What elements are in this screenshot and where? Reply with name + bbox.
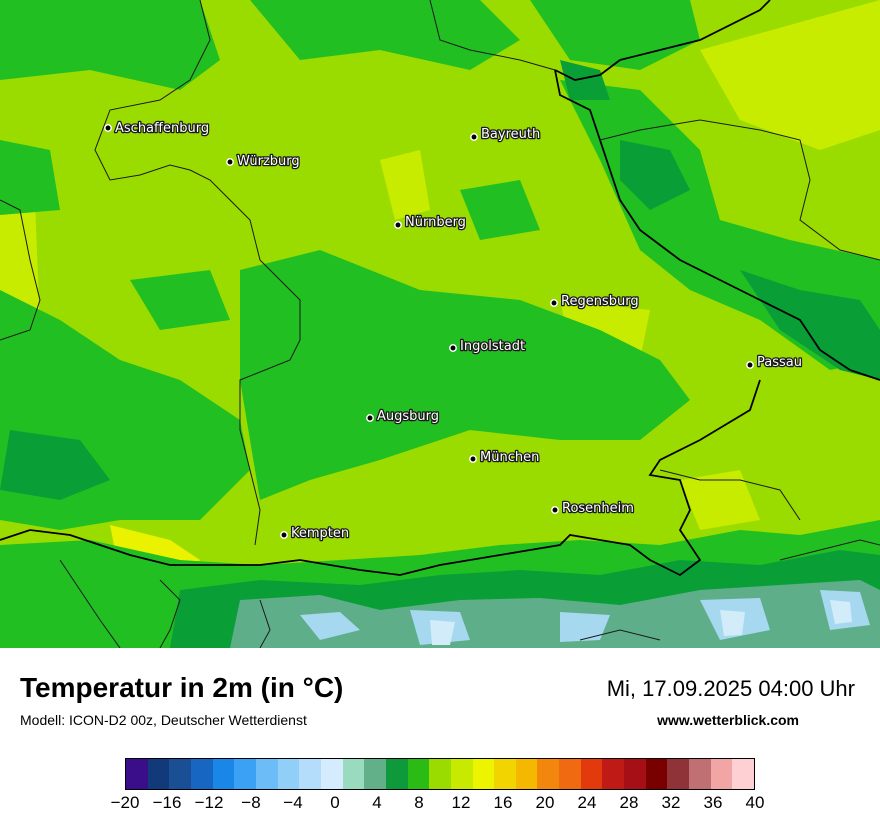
- model-info: Modell: ICON-D2 00z, Deutscher Wetterdie…: [20, 712, 307, 728]
- colorbar-segment: [732, 759, 755, 789]
- colorbar-segment: [385, 759, 408, 789]
- colorbar-segment: [580, 759, 603, 789]
- colorbar-segment: [602, 759, 625, 789]
- colorbar-segment: [364, 759, 386, 789]
- colorbar-segment: [494, 759, 516, 789]
- colorbar-tick-label: 36: [703, 793, 723, 812]
- svg-text:Regensburg: Regensburg: [561, 294, 639, 309]
- colorbar-segment: [645, 759, 668, 789]
- colorbar-segment: [169, 759, 191, 789]
- colorbar-segment: [212, 759, 235, 789]
- colorbar-ticks: −20 −16 −12 −8 −4 0 4 8 12 16 20 24 28 32 36 40: [0, 793, 880, 823]
- colorbar-tick-label: −16: [152, 793, 182, 812]
- forecast-datetime: Mi, 17.09.2025 04:00 Uhr: [606, 676, 855, 701]
- svg-text:Nürnberg: Nürnberg: [405, 215, 466, 230]
- svg-text:Bayreuth: Bayreuth: [481, 127, 540, 142]
- city-muenchen: München: [469, 449, 541, 466]
- city-wuerzburg: Würzburg: [226, 153, 301, 170]
- city-nuernberg: Nürnberg: [394, 214, 467, 231]
- colorbar-segment: [190, 759, 213, 789]
- colorbar-tick-label: 8: [414, 793, 424, 812]
- svg-text:Passau: Passau: [757, 355, 802, 370]
- colorbar-tick-label: 40: [745, 793, 765, 812]
- svg-text:Würzburg: Würzburg: [237, 154, 300, 169]
- map-title: Temperatur in 2m (in °C): [20, 672, 344, 703]
- colorbar-segment: [537, 759, 560, 789]
- colorbar-segment: [407, 759, 430, 789]
- colorbar-segment: [450, 759, 473, 789]
- country-borders: [0, 0, 880, 577]
- city-regensburg: Regensburg: [550, 293, 640, 310]
- colorbar-segment: [515, 759, 538, 789]
- city-augsburg: Augsburg: [366, 408, 440, 425]
- city-rosenheim: Rosenheim: [551, 500, 635, 517]
- colorbar-segment: [147, 759, 170, 789]
- temperature-map: Aschaffenburg Bayreuth Würzburg Nürnberg…: [0, 0, 880, 648]
- colorbar-segment: [342, 759, 365, 789]
- svg-text:Augsburg: Augsburg: [377, 409, 439, 424]
- colorbar-tick-label: −20: [110, 793, 140, 812]
- alpine-region: [0, 520, 880, 648]
- city-ingolstadt: Ingolstadt: [449, 338, 526, 355]
- colorbar-tick-label: 0: [330, 793, 340, 812]
- colorbar-segment: [320, 759, 343, 789]
- colorbar-tick-label: 32: [661, 793, 681, 812]
- darker-temperature-areas: [0, 60, 880, 500]
- svg-text:Aschaffenburg: Aschaffenburg: [115, 121, 209, 136]
- colorbar-segment: [710, 759, 733, 789]
- colorbar-tick-label: 28: [619, 793, 639, 812]
- colorbar-tick-label: −12: [194, 793, 224, 812]
- temperature-colorbar: [125, 758, 755, 790]
- colorbar-segment: [689, 759, 711, 789]
- colorbar-segment: [667, 759, 690, 789]
- colorbar-segment: [126, 759, 148, 789]
- colorbar-tick-label: 12: [451, 793, 471, 812]
- map-footer: Temperatur in 2m (in °C) Modell: ICON-D2…: [0, 648, 880, 830]
- colorbar-segment: [624, 759, 646, 789]
- city-aschaffenburg: Aschaffenburg: [104, 120, 210, 137]
- colorbar-tick-label: 4: [372, 793, 382, 812]
- colorbar-segment: [255, 759, 278, 789]
- colorbar-tick-label: 16: [493, 793, 513, 812]
- colorbar-segment: [277, 759, 300, 789]
- svg-text:Rosenheim: Rosenheim: [562, 501, 634, 516]
- colorbar-segment: [234, 759, 256, 789]
- colorbar-tick-label: −4: [283, 793, 303, 812]
- colorbar-segment: [559, 759, 581, 789]
- light-temperature-areas: [0, 0, 880, 530]
- map-canvas: Aschaffenburg Bayreuth Würzburg Nürnberg…: [0, 0, 880, 648]
- svg-text:München: München: [480, 450, 539, 465]
- colorbar-segment: [472, 759, 495, 789]
- svg-text:Ingolstadt: Ingolstadt: [460, 339, 525, 354]
- colorbar-tick-label: 24: [577, 793, 597, 812]
- colorbar-tick-label: 20: [535, 793, 555, 812]
- city-passau: Passau: [746, 354, 803, 371]
- colorbar-tick-label: −8: [241, 793, 261, 812]
- colorbar-segment: [299, 759, 321, 789]
- colorbar-segment: [429, 759, 451, 789]
- svg-text:Kempten: Kempten: [291, 526, 349, 541]
- city-kempten: Kempten: [280, 525, 350, 542]
- website-link[interactable]: www.wetterblick.com: [657, 712, 799, 728]
- city-bayreuth: Bayreuth: [470, 126, 542, 143]
- city-markers: Aschaffenburg Bayreuth Würzburg Nürnberg…: [104, 120, 803, 542]
- regional-borders: [0, 0, 880, 648]
